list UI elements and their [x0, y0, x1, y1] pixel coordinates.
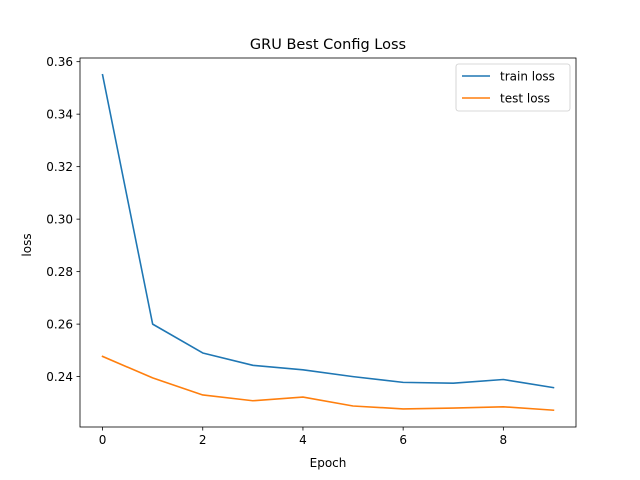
y-axis: 0.24 0.26 0.28 0.30 0.32 0.34 0.36	[46, 55, 80, 384]
x-tick-label: 0	[99, 433, 107, 447]
y-tick-label: 0.28	[46, 265, 73, 279]
legend-label: test loss	[500, 91, 550, 105]
x-axis: 0 2 4 6 8	[99, 427, 507, 447]
y-tick-label: 0.36	[46, 55, 73, 69]
chart-title: GRU Best Config Loss	[250, 37, 406, 53]
y-tick-label: 0.34	[46, 107, 73, 121]
series-line-test-loss	[101, 355, 555, 412]
legend: train loss test loss	[455, 63, 571, 112]
y-tick-label: 0.26	[46, 317, 73, 331]
y-tick-label: 0.32	[46, 160, 73, 174]
x-tick-label: 4	[299, 433, 307, 447]
x-tick-label: 2	[199, 433, 207, 447]
y-tick-label: 0.30	[46, 212, 73, 226]
x-tick-label: 6	[399, 433, 407, 447]
plot-area	[79, 57, 577, 428]
y-tick-label: 0.24	[46, 370, 73, 384]
x-tick-label: 8	[500, 433, 508, 447]
plot-frame	[79, 57, 577, 428]
series-line-train-loss	[101, 73, 555, 389]
legend-label: train loss	[500, 69, 555, 83]
x-axis-label: Epoch	[310, 456, 347, 470]
y-axis-label: loss	[20, 233, 34, 256]
series-group	[101, 73, 555, 412]
